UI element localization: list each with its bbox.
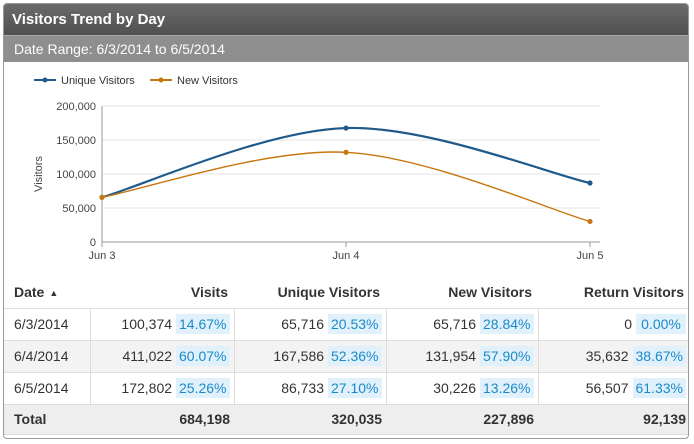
cell-new-value: 30,226 — [433, 380, 477, 396]
cell-new: 30,226 13.26% — [386, 372, 539, 405]
table-row: 6/3/2014 100,374 14.67% 65,716 20.53% 65,716 2… — [4, 308, 688, 341]
cell-new-value: 65,716 — [433, 316, 477, 332]
y-tick-label: 0 — [90, 237, 96, 249]
cell-new-percent: 57.90% — [480, 346, 534, 366]
cell-visits: 411,022 60.07% — [90, 340, 235, 373]
cell-visits-percent: 60.07% — [176, 346, 230, 366]
cell-new-value: 131,954 — [425, 348, 477, 364]
cell-unique-value: 65,716 — [281, 316, 325, 332]
cell-visits-value: 100,374 — [121, 316, 173, 332]
cell-new-percent: 13.26% — [480, 378, 534, 398]
cell-new: 131,954 57.90% — [386, 340, 539, 373]
total-new: 227,896 — [386, 403, 538, 435]
cell-return-value: 0 — [624, 316, 632, 332]
cell-visits-percent: 14.67% — [176, 314, 230, 334]
cell-unique-percent: 52.36% — [328, 346, 382, 366]
cell-new-percent: 28.84% — [480, 314, 534, 334]
cell-unique: 86,733 27.10% — [234, 372, 387, 405]
cell-return-percent: 38.67% — [632, 346, 686, 366]
column-header-visits[interactable]: Visits — [90, 276, 234, 309]
cell-return: 35,632 38.67% — [538, 340, 688, 373]
cell-unique-value: 86,733 — [281, 380, 325, 396]
y-axis-label: Visitors — [33, 156, 45, 192]
cell-return-value: 35,632 — [585, 348, 629, 364]
cell-visits: 100,374 14.67% — [90, 308, 235, 341]
row-date: 6/5/2014 — [4, 372, 91, 405]
data-point-new-visitors — [343, 149, 349, 155]
widget-title: Visitors Trend by Day — [4, 4, 688, 35]
row-date: 6/4/2014 — [4, 340, 91, 373]
column-header-date[interactable]: Date ▲ — [4, 276, 90, 309]
cell-visits-value: 411,022 — [122, 348, 173, 364]
column-header-new-visitors[interactable]: New Visitors — [386, 276, 538, 309]
data-point-unique-visitors — [587, 180, 593, 186]
cell-return-percent: 0.00% — [636, 314, 686, 334]
y-tick-label: 100,000 — [56, 169, 96, 181]
legend-unique-visitors: Unique Visitors — [61, 75, 135, 87]
x-tick-label: Jun 4 — [333, 250, 360, 262]
legend-marker — [42, 77, 48, 83]
table-total-row: Total 684,198 320,035 227,896 92,139 — [4, 403, 688, 435]
visitors-table: Date ▲ Visits Unique Visitors New Visitor… — [4, 276, 688, 435]
cell-unique: 167,586 52.36% — [234, 340, 387, 373]
x-tick-label: Jun 5 — [577, 250, 604, 262]
cell-unique-value: 167,586 — [273, 348, 325, 364]
cell-new: 65,716 28.84% — [386, 308, 539, 341]
chart-svg: 0 50,000 100,000 150,000 200,000 Jun 3 Jun 4 Ju… — [33, 75, 604, 262]
cell-visits-percent: 25.26% — [176, 378, 230, 398]
table-header-row: Date ▲ Visits Unique Visitors New Visitor… — [4, 276, 688, 309]
legend-marker — [158, 77, 164, 83]
data-point-new-visitors — [587, 218, 593, 225]
y-tick-label: 200,000 — [56, 101, 96, 113]
column-header-date-label: Date — [14, 283, 45, 300]
total-unique: 320,035 — [234, 403, 386, 435]
cell-return-value: 56,507 — [585, 380, 629, 396]
cell-return: 0 0.00% — [538, 308, 688, 341]
cell-unique-percent: 20.53% — [328, 314, 382, 334]
visitors-line-chart: 0 50,000 100,000 150,000 200,000 Jun 3 Jun 4 Ju… — [4, 62, 688, 274]
table-row: 6/4/2014 411,022 60.07% 167,586 52.36% 131,95… — [4, 340, 688, 373]
visitors-trend-widget: Visitors Trend by Day Date Range: 6/3/20… — [3, 3, 689, 439]
cell-return: 56,507 61.33% — [538, 372, 688, 405]
row-date: 6/3/2014 — [4, 308, 91, 341]
sort-ascending-icon[interactable]: ▲ — [49, 288, 59, 299]
cell-unique-percent: 27.10% — [328, 378, 382, 398]
column-header-return-visitors[interactable]: Return Visitors — [538, 276, 688, 309]
date-range-label: Date Range: 6/3/2014 to 6/5/2014 — [4, 35, 688, 62]
total-label: Total — [4, 403, 90, 435]
total-visits: 684,198 — [90, 403, 234, 435]
total-return: 92,139 — [538, 403, 688, 435]
series-line-new-visitors — [101, 151, 591, 223]
series-line-unique-visitors — [101, 126, 591, 199]
cell-visits: 172,802 25.26% — [90, 372, 235, 405]
data-point-unique-visitors — [343, 125, 349, 131]
cell-visits-value: 172,802 — [121, 380, 173, 396]
legend-new-visitors: New Visitors — [177, 75, 238, 87]
column-header-unique-visitors[interactable]: Unique Visitors — [234, 276, 386, 309]
cell-return-percent: 61.33% — [632, 378, 686, 398]
table-row: 6/5/2014 172,802 25.26% 86,733 27.10% 30,226 1… — [4, 372, 688, 405]
x-tick-label: Jun 3 — [89, 250, 116, 262]
cell-unique: 65,716 20.53% — [234, 308, 387, 341]
data-point-new-visitors — [99, 194, 105, 200]
y-tick-label: 50,000 — [62, 203, 96, 215]
y-tick-label: 150,000 — [56, 135, 96, 147]
